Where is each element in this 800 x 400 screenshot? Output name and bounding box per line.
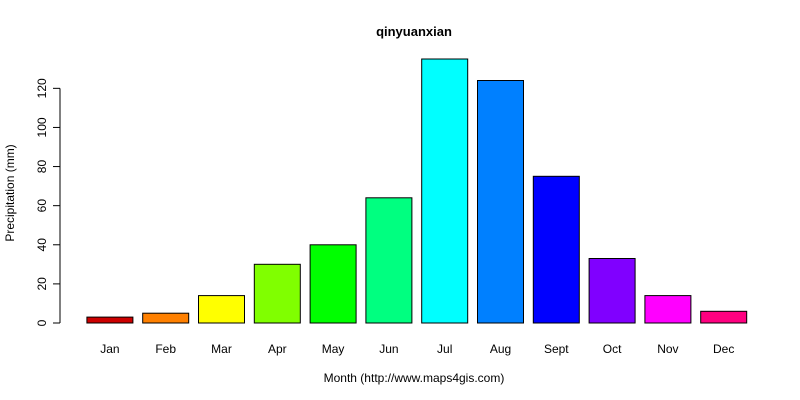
- y-tick-label: 20: [35, 277, 49, 291]
- bar-aug: [477, 80, 524, 324]
- x-tick-label: Dec: [713, 342, 734, 356]
- y-tick-label: 100: [35, 117, 49, 137]
- bar-mar: [198, 295, 245, 324]
- bar-jun: [365, 197, 413, 324]
- x-tick-labels: Jan Feb Mar Apr May Jun Jul Aug Sept Oct Nov Dec: [100, 342, 734, 356]
- y-tick-label: 80: [35, 160, 49, 174]
- bar-oct: [588, 258, 636, 324]
- x-tick-label: Aug: [490, 342, 511, 356]
- bar-dec: [700, 310, 748, 324]
- x-tick-label: Jun: [379, 342, 398, 356]
- x-tick-label: May: [322, 342, 345, 356]
- x-tick-label: Oct: [603, 342, 622, 356]
- x-tick-label: Jan: [100, 342, 119, 356]
- y-tick-label: 0: [35, 319, 49, 326]
- y-axis-label: Precipitation (mm): [3, 144, 17, 241]
- x-tick-label: Mar: [211, 342, 232, 356]
- y-tick-label: 120: [35, 78, 49, 98]
- bar-may: [309, 244, 357, 324]
- bar-sept: [532, 175, 580, 324]
- y-axis: 0 20 40 60 80 100 120: [35, 78, 61, 326]
- x-tick-label: Sept: [544, 342, 569, 356]
- x-tick-label: Jul: [437, 342, 452, 356]
- x-axis-label: Month (http://www.maps4gis.com): [324, 371, 505, 385]
- bar-apr: [253, 263, 301, 324]
- y-tick-label: 40: [35, 238, 49, 252]
- bar-jul: [421, 58, 469, 324]
- x-tick-label: Apr: [268, 342, 287, 356]
- bar-feb: [142, 312, 190, 324]
- chart-title: qinyuanxian: [376, 24, 452, 39]
- y-tick-label: 60: [35, 199, 49, 213]
- bar-nov: [644, 295, 692, 324]
- bar-jan: [86, 316, 134, 324]
- x-tick-label: Feb: [155, 342, 176, 356]
- bars-group: [86, 58, 748, 324]
- x-tick-label: Nov: [657, 342, 678, 356]
